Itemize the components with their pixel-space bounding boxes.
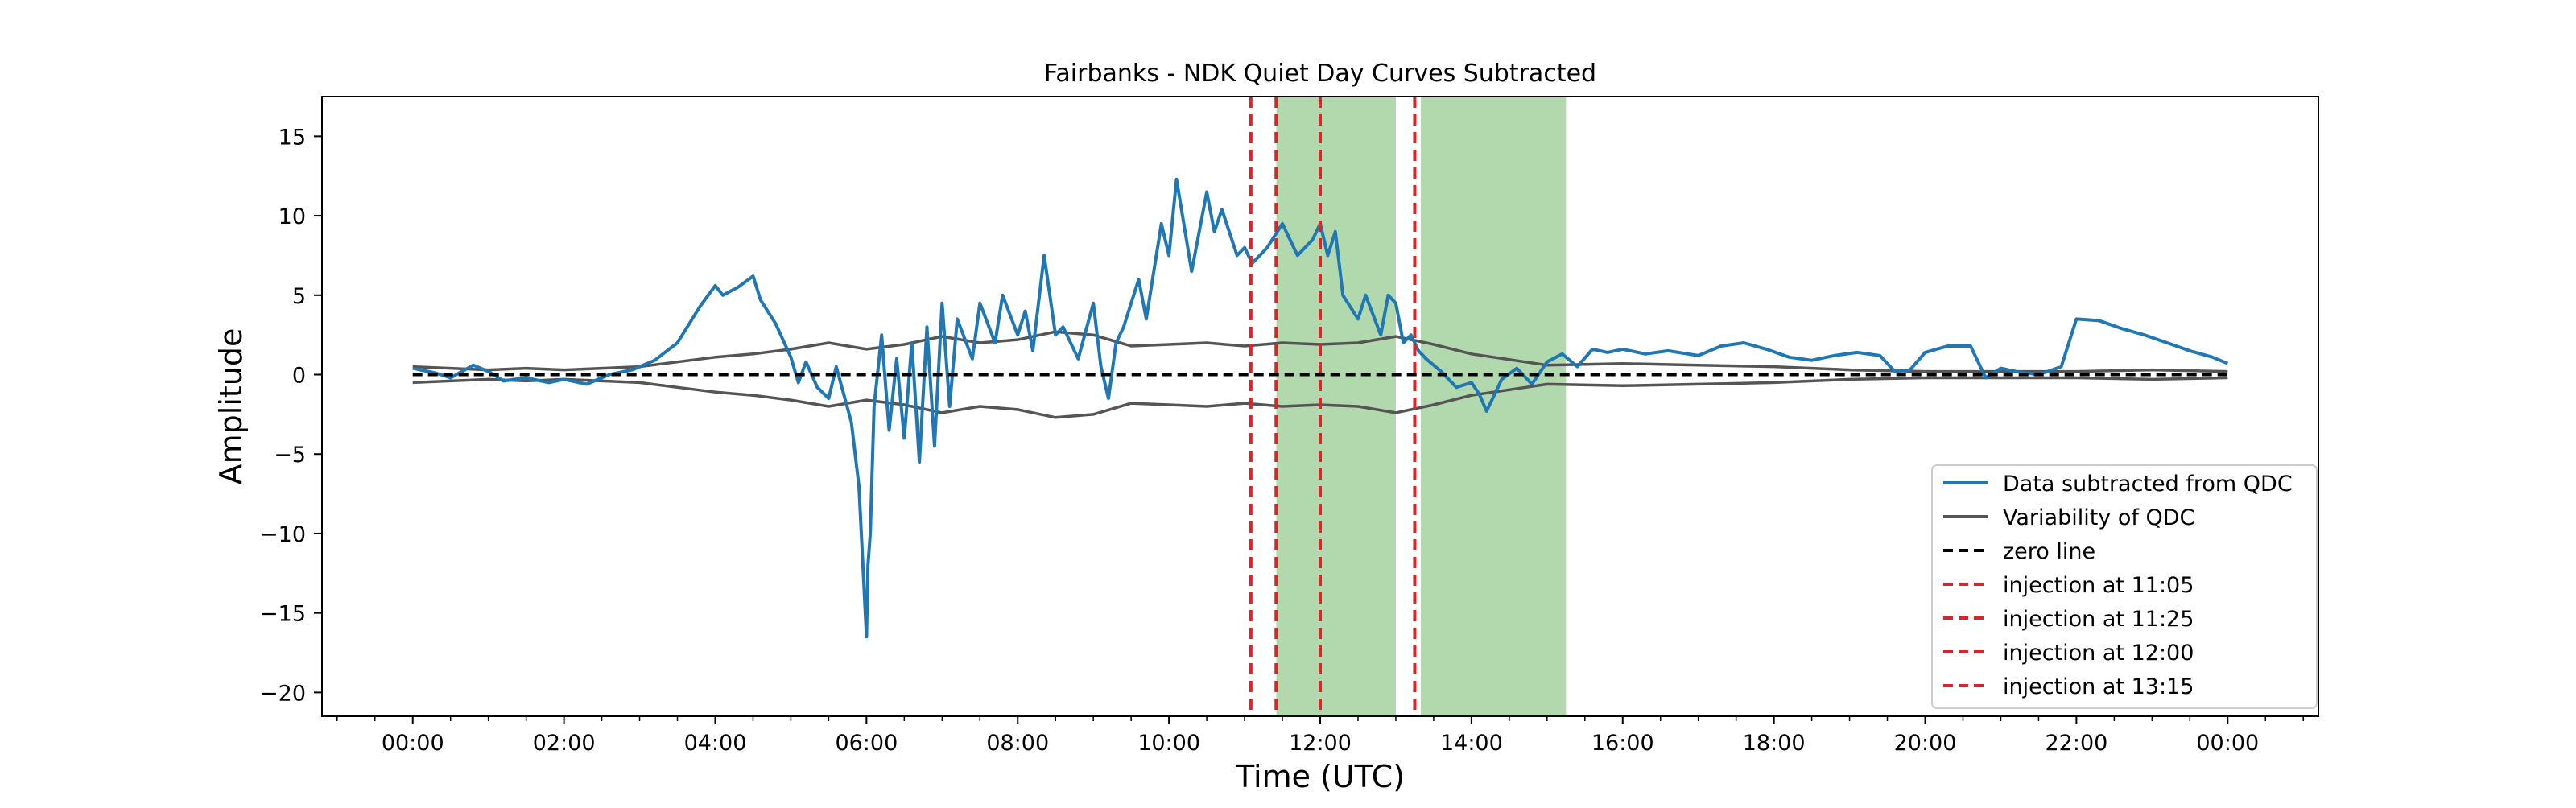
y-tick-label: 10 (279, 204, 306, 229)
legend-label: injection at 12:00 (2003, 641, 2194, 666)
legend: Data subtracted from QDC Variability of Q… (1931, 464, 2318, 709)
legend-box (1931, 464, 2318, 709)
legend-label: Variability of QDC (2003, 505, 2194, 530)
series-line-data-subtracted-from-qdc (412, 177, 2229, 639)
x-axis-ticks: 00:00 02:00 04:00 06:00 08:00 10:00 12:00 14:00… (336, 716, 2304, 756)
y-tick-label: −20 (260, 681, 306, 706)
shaded-region-2 (1420, 97, 1567, 716)
y-tick-label: 15 (279, 125, 306, 150)
y-axis-label: Amplitude (213, 328, 249, 485)
x-tick-label: 00:00 (2196, 731, 2259, 756)
x-tick-label: 10:00 (1137, 731, 1200, 756)
x-tick-label: 08:00 (986, 731, 1049, 756)
x-tick-label: 02:00 (533, 731, 596, 756)
y-tick-label: −15 (260, 602, 306, 627)
y-tick-label: −10 (260, 522, 306, 547)
x-tick-label: 18:00 (1743, 731, 1806, 756)
y-tick-label: −5 (274, 443, 306, 468)
x-tick-label: 12:00 (1289, 731, 1352, 756)
x-tick-label: 06:00 (835, 731, 898, 756)
x-tick-label: 00:00 (382, 731, 444, 756)
series-line-variability-lower-bound (412, 376, 2228, 419)
series-line-variability-of-qdc (412, 330, 2228, 373)
y-axis-ticks: 15 10 5 0 −5 −10 −15 −20 (260, 125, 322, 706)
legend-label: Data subtracted from QDC (2003, 472, 2293, 497)
y-tick-label: 5 (292, 284, 306, 309)
x-tick-label: 04:00 (684, 731, 747, 756)
y-tick-label: 0 (292, 364, 306, 389)
legend-label: injection at 11:05 (2003, 573, 2194, 598)
x-tick-label: 16:00 (1591, 731, 1654, 756)
injection-lines (1249, 97, 1417, 716)
x-axis-label: Time (UTC) (1235, 759, 1405, 794)
series-lines (412, 177, 2229, 639)
legend-label: injection at 11:25 (2003, 607, 2194, 632)
x-tick-label: 20:00 (1894, 731, 1957, 756)
x-tick-label: 14:00 (1440, 731, 1503, 756)
chart-title: Fairbanks - NDK Quiet Day Curves Subtrac… (1044, 60, 1596, 88)
x-tick-label: 22:00 (2045, 731, 2107, 756)
legend-label: injection at 13:15 (2003, 674, 2194, 699)
legend-label: zero line (2003, 539, 2095, 564)
